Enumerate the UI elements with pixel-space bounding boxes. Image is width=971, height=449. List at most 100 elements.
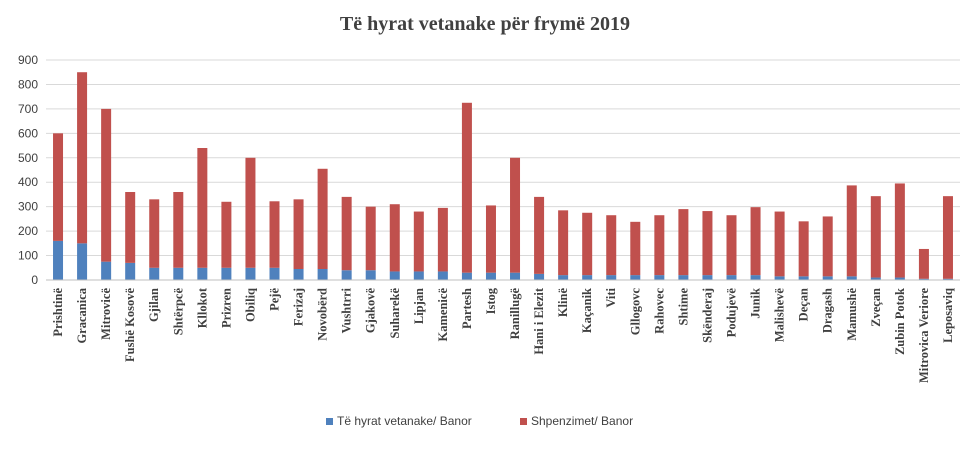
bar-expenditures <box>365 206 376 271</box>
bar-own-revenue <box>678 275 689 280</box>
bar-own-revenue <box>774 276 785 280</box>
bar-expenditures <box>125 192 136 263</box>
bar-own-revenue <box>654 275 665 280</box>
y-tick-label: 600 <box>18 126 38 140</box>
bar-expenditures <box>269 201 280 268</box>
bar-expenditures <box>846 185 857 277</box>
legend-swatch-expenditures <box>520 418 527 425</box>
bar-own-revenue <box>125 262 136 280</box>
x-tick-label: Zveçan <box>869 288 883 327</box>
bar-expenditures <box>149 199 160 268</box>
y-tick-label: 500 <box>18 151 38 165</box>
x-tick-label: Viti <box>604 287 618 307</box>
bar-own-revenue <box>630 275 641 280</box>
legend-swatch-own-revenue <box>326 418 333 425</box>
bar-expenditures <box>293 199 304 269</box>
bar-own-revenue <box>413 271 424 280</box>
bar-expenditures <box>197 148 208 268</box>
bar-own-revenue <box>221 267 232 280</box>
bar-expenditures <box>558 210 569 276</box>
x-tick-label: Novobërd <box>316 288 330 341</box>
x-tick-label: Prishtinë <box>51 288 65 337</box>
bar-own-revenue <box>702 275 713 280</box>
bar-expenditures <box>870 196 881 278</box>
x-tick-label: Partesh <box>460 288 474 329</box>
bar-own-revenue <box>485 272 496 280</box>
x-tick-label: Suharekë <box>388 288 402 339</box>
bar-expenditures <box>798 221 809 277</box>
x-tick-label: Mitrovicë <box>99 288 113 340</box>
bar-own-revenue <box>269 267 280 280</box>
x-tick-label: Gjakovë <box>364 288 378 334</box>
y-tick-label: 300 <box>18 200 38 214</box>
bars <box>53 72 953 280</box>
bar-own-revenue <box>534 273 545 280</box>
bar-own-revenue <box>510 272 521 280</box>
bar-expenditures <box>485 205 496 273</box>
y-tick-label: 800 <box>18 77 38 91</box>
x-tick-label: Shtime <box>676 288 690 326</box>
bar-expenditures <box>942 196 953 279</box>
x-tick-label: Malishevë <box>773 288 787 343</box>
bar-expenditures <box>678 209 689 276</box>
x-tick-label: Podujevë <box>725 288 739 338</box>
y-tick-label: 100 <box>18 249 38 263</box>
bar-own-revenue <box>918 278 929 280</box>
bar-own-revenue <box>389 271 400 280</box>
x-tick-label: Hani i Elezit <box>532 287 546 355</box>
chart-title: Të hyrat vetanake për frymë 2019 <box>340 13 630 35</box>
x-tick-label: Dragash <box>821 288 835 333</box>
x-tick-label: Ranillugë <box>508 288 522 340</box>
x-tick-label: Fushë Kosovë <box>123 288 137 362</box>
bar-own-revenue <box>53 240 64 280</box>
x-tick-label: Deçan <box>797 288 811 321</box>
x-tick-label: Kaçanik <box>580 288 594 333</box>
bar-own-revenue <box>606 275 617 280</box>
x-tick-label: Skënderaj <box>700 288 714 343</box>
x-tick-label: Mamushë <box>845 288 859 341</box>
bar-expenditures <box>461 102 472 273</box>
bar-own-revenue <box>582 275 593 280</box>
x-tick-label: Lipjan <box>412 288 426 324</box>
x-tick-label: Kllokot <box>195 287 209 328</box>
bar-own-revenue <box>558 275 569 280</box>
bar-own-revenue <box>942 278 953 280</box>
bar-own-revenue <box>293 269 304 280</box>
bar-own-revenue <box>726 275 737 280</box>
x-tick-label: Gllogovc <box>628 288 642 336</box>
y-tick-label: 0 <box>31 273 38 287</box>
bar-expenditures <box>774 211 785 277</box>
bar-expenditures <box>654 215 665 276</box>
bar-expenditures <box>101 108 112 262</box>
bar-expenditures <box>606 215 617 276</box>
bar-own-revenue <box>101 261 112 280</box>
bar-own-revenue <box>822 276 833 280</box>
bar-expenditures <box>582 212 593 276</box>
bar-expenditures <box>726 215 737 276</box>
bar-expenditures <box>702 211 713 276</box>
bar-own-revenue <box>461 272 472 280</box>
bar-expenditures <box>77 72 88 244</box>
bar-expenditures <box>173 192 184 268</box>
x-tick-label: Shtërpcë <box>171 288 185 336</box>
bar-own-revenue <box>437 271 448 280</box>
x-tick-label: Mitrovica Veriore <box>917 288 931 383</box>
bar-own-revenue <box>197 267 208 280</box>
x-tick-label: Pejë <box>268 288 282 311</box>
x-tick-label: Rahovec <box>652 288 666 334</box>
y-tick-label: 900 <box>18 53 38 67</box>
bar-own-revenue <box>149 267 160 280</box>
bar-expenditures <box>53 133 64 241</box>
x-tick-label: Obiliq <box>243 288 257 322</box>
legend: Të hyrat vetanake/ Banor Shpenzimet/ Ban… <box>326 414 633 428</box>
bar-expenditures <box>918 248 929 279</box>
bar-expenditures <box>413 211 424 272</box>
bar-expenditures <box>437 207 448 272</box>
x-tick-label: Zubin Potok <box>893 288 907 355</box>
bar-expenditures <box>534 196 545 274</box>
y-axis-ticks: 0 100 200 300 400 500 600 700 800 900 <box>18 53 38 287</box>
x-tick-label: Gracanica <box>75 287 89 343</box>
x-axis-ticks: Prishtinë Gracanica Mitrovicë Fushë Kosovë G… <box>51 287 955 383</box>
x-tick-label: Junik <box>749 288 763 319</box>
